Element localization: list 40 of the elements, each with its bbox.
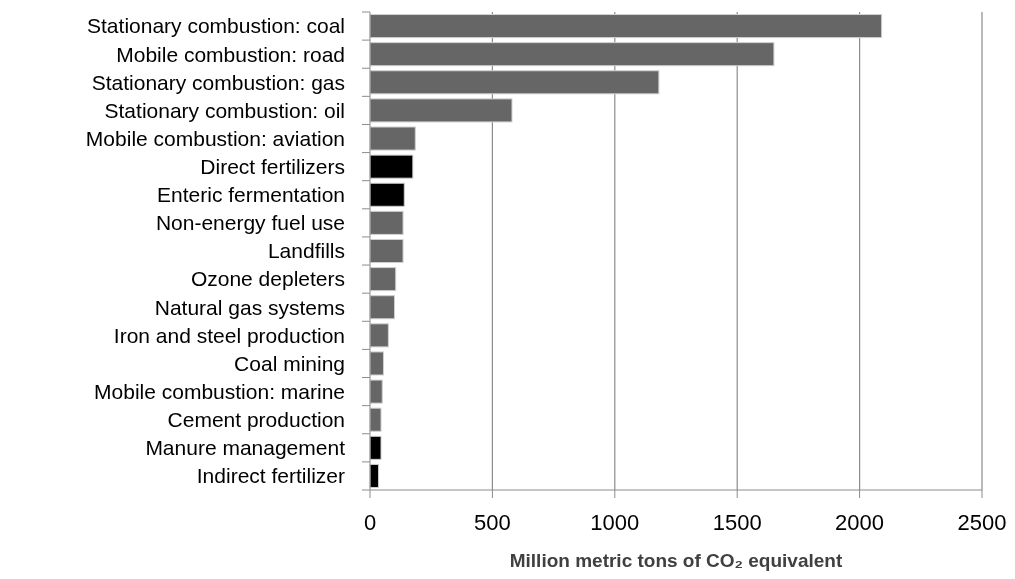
bar (369, 154, 414, 179)
y-tick-label: Stationary combustion: coal (87, 14, 345, 38)
x-tick-label: 2000 (835, 510, 885, 535)
y-tick-label: Ozone depleters (190, 267, 345, 291)
x-axis-title: Million metric tons of CO₂ equivalent (509, 550, 843, 571)
bar (369, 14, 883, 39)
bar (369, 351, 384, 376)
bar (369, 126, 416, 151)
bar (369, 295, 395, 320)
bar (369, 407, 382, 432)
y-tick-label: Mobile combustion: aviation (85, 126, 345, 150)
x-tick-label: 0 (363, 510, 377, 535)
y-tick-label: Manure management (145, 436, 346, 460)
bar (369, 267, 397, 292)
bar (369, 70, 660, 95)
y-tick-label: Natural gas systems (154, 295, 345, 319)
y-tick-label: Non-energy fuel use (155, 211, 345, 235)
bar (369, 435, 382, 460)
x-tick-label: 500 (474, 510, 511, 535)
x-tick-label: 1000 (590, 510, 640, 535)
bar (369, 98, 513, 123)
y-tick-label: Mobile combustion: road (116, 42, 345, 66)
y-tick-label: Stationary combustion: oil (104, 98, 345, 122)
y-tick-label: Stationary combustion: gas (91, 70, 345, 94)
bar (369, 42, 775, 67)
y-tick-label: Enteric fermentation (157, 183, 345, 207)
bar (369, 323, 389, 348)
bar (369, 210, 404, 235)
y-tick-label: Cement production (167, 408, 345, 432)
y-tick-label: Direct fertilizers (200, 155, 345, 178)
bar (369, 238, 404, 264)
y-tick-label: Mobile combustion: marine (94, 379, 345, 403)
y-tick-label: Coal mining (234, 351, 345, 375)
x-tick-label: 2500 (957, 510, 1007, 535)
y-tick-label: Indirect fertilizer (196, 464, 345, 488)
y-tick-label: Landfills (267, 239, 345, 263)
bar (369, 379, 383, 404)
y-tick-label: Iron and steel production (113, 323, 345, 347)
x-tick-label: 1500 (712, 510, 762, 535)
bar (369, 182, 405, 207)
